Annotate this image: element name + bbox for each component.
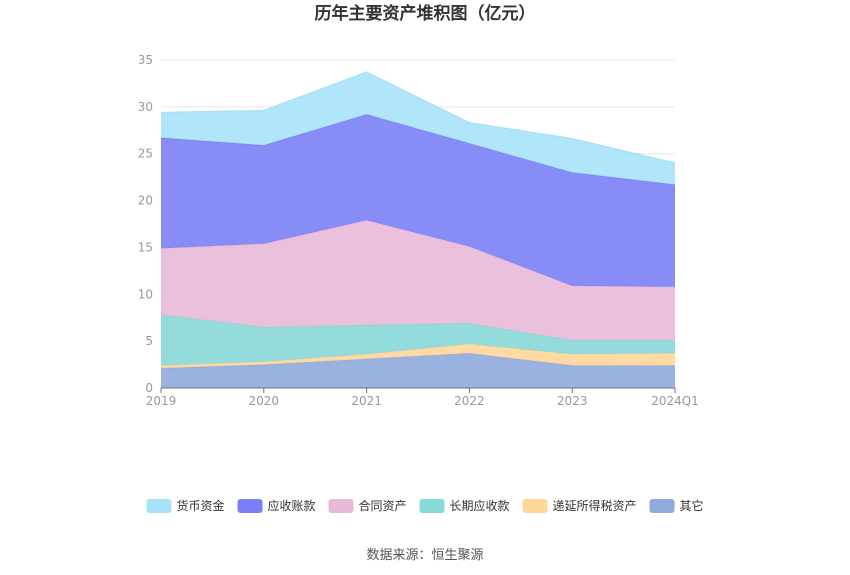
x-tick-label: 2023 — [557, 394, 588, 408]
area-series-1 — [161, 344, 675, 369]
legend-swatch — [649, 499, 675, 513]
chart-title: 历年主要资产堆积图（亿元） — [315, 3, 536, 24]
legend-swatch — [328, 499, 354, 513]
legend-swatch — [237, 499, 263, 513]
legend-label: 长期应收款 — [450, 498, 510, 513]
legend-label: 递延所得税资产 — [553, 498, 637, 513]
y-tick-label: 10 — [138, 287, 153, 301]
legend-label: 其它 — [680, 498, 704, 513]
x-tick-label: 2024Q1 — [651, 394, 699, 408]
legend-label: 应收账款 — [268, 498, 316, 513]
x-tick-label: 2020 — [249, 394, 280, 408]
area-series-5 — [161, 72, 675, 185]
areas — [160, 71, 676, 388]
y-tick-label: 15 — [138, 240, 153, 254]
y-tick-label: 30 — [138, 100, 153, 114]
y-tick-label: 25 — [138, 147, 153, 161]
area-series-2 — [161, 314, 675, 366]
legend-label: 合同资产 — [359, 498, 407, 513]
legend-label: 货币资金 — [177, 498, 225, 513]
x-tick-label: 2022 — [454, 394, 485, 408]
axes: 0 5 10 15 20 25 30 35 2019 2020 2021 2022 2023 2024Q1 — [138, 53, 699, 408]
legend-swatch — [419, 499, 445, 513]
area-series-4 — [161, 114, 675, 287]
legend-swatch — [522, 499, 548, 513]
legend: 货币资金 应收账款 合同资产 长期应收款 递延所得税资产 其它 — [146, 498, 704, 513]
x-tick-label: 2019 — [146, 394, 177, 408]
legend-swatch — [146, 499, 172, 513]
area-edge-5 — [160, 71, 676, 164]
y-tick-label: 5 — [145, 334, 153, 348]
x-tick-label: 2021 — [351, 394, 382, 408]
area-series-3 — [161, 220, 675, 341]
y-tick-label: 0 — [145, 381, 153, 395]
source-note: 数据来源：恒生聚源 — [366, 548, 483, 563]
area-series-0 — [161, 353, 675, 388]
y-tick-label: 35 — [138, 53, 153, 67]
y-tick-label: 20 — [138, 194, 153, 208]
